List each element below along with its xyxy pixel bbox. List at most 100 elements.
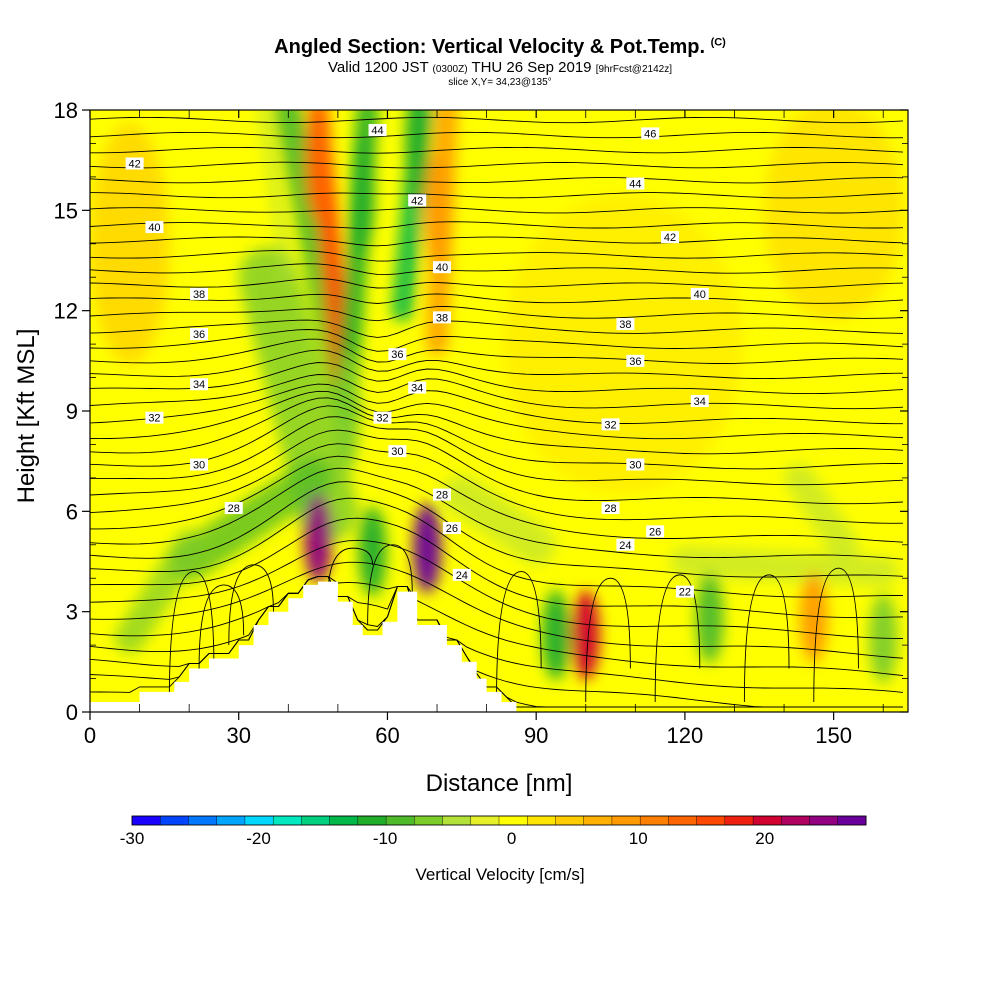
theta-label: 46 bbox=[641, 127, 660, 140]
theta-contour bbox=[168, 571, 215, 702]
y-tick-label: 3 bbox=[66, 600, 78, 625]
theta-contour bbox=[90, 539, 904, 639]
valid-prefix: Valid 1200 JST bbox=[328, 59, 429, 76]
theta-label: 32 bbox=[373, 411, 392, 425]
theta-contour bbox=[585, 577, 631, 702]
theta-label: 36 bbox=[190, 328, 209, 341]
theta-label-text: 30 bbox=[193, 460, 205, 472]
theta-contour bbox=[228, 564, 274, 646]
x-tick-label: 150 bbox=[815, 723, 852, 748]
colorbar-frame bbox=[131, 815, 867, 826]
theta-label-bg bbox=[373, 411, 392, 424]
theta-label-text: 46 bbox=[644, 128, 656, 140]
colorbar: -30 -20 -10 0 10 20 bbox=[120, 815, 867, 848]
theta-label: 42 bbox=[125, 157, 144, 171]
theta-contour bbox=[90, 517, 904, 619]
theta-label-text: 36 bbox=[193, 329, 205, 341]
terrain bbox=[90, 581, 908, 712]
theta-label-text: 42 bbox=[411, 195, 423, 207]
theta-label-text: 28 bbox=[436, 490, 448, 502]
theta-label-text: 44 bbox=[629, 179, 641, 191]
theta-label: 26 bbox=[646, 525, 665, 538]
theta-label: 44 bbox=[368, 124, 387, 137]
theta-label-bg bbox=[190, 458, 209, 471]
theta-label-text: 38 bbox=[436, 312, 448, 324]
theta-contour bbox=[90, 362, 904, 395]
theta-label-bg bbox=[145, 411, 164, 424]
colorbar-swatch bbox=[301, 815, 331, 826]
field-patch bbox=[502, 194, 743, 495]
theta-label: 44 bbox=[626, 177, 645, 191]
theta-contour bbox=[90, 116, 904, 124]
chart-title-text: Angled Section: Vertical Velocity & Pot.… bbox=[274, 36, 705, 58]
theta-contour bbox=[90, 176, 904, 184]
colorbar-swatch bbox=[470, 815, 500, 826]
theta-label: 42 bbox=[661, 231, 680, 244]
velocity-feature bbox=[358, 506, 387, 597]
theta-contour bbox=[90, 374, 904, 410]
field-band bbox=[441, 474, 557, 565]
theta-contour bbox=[90, 576, 904, 677]
theta-contour bbox=[90, 192, 904, 199]
y-tick-label: 9 bbox=[66, 399, 78, 424]
theta-label: 40 bbox=[690, 287, 709, 301]
theta-label-bg bbox=[224, 501, 243, 514]
y-tick-label: 0 bbox=[66, 700, 78, 725]
theta-label: 26 bbox=[442, 522, 461, 535]
theta-label-bg bbox=[616, 538, 635, 551]
theta-label-bg bbox=[661, 231, 680, 244]
theta-label-bg bbox=[641, 127, 660, 140]
theta-contour bbox=[90, 467, 904, 560]
colorbar-swatch bbox=[244, 815, 274, 826]
theta-contour bbox=[90, 236, 904, 247]
colorbar-swatch bbox=[385, 815, 415, 826]
theta-label-bg bbox=[432, 488, 451, 501]
theta-label-text: 32 bbox=[148, 413, 160, 425]
theta-contour bbox=[90, 397, 904, 455]
field-band bbox=[169, 457, 334, 582]
theta-label-text: 32 bbox=[376, 413, 388, 425]
colorbar-swatch bbox=[131, 815, 161, 826]
theta-label-text: 26 bbox=[446, 523, 458, 535]
theta-contour bbox=[90, 576, 904, 693]
colorbar-tick-label: 0 bbox=[507, 829, 516, 848]
theta-label-text: 34 bbox=[694, 396, 706, 408]
theta-label: 30 bbox=[388, 445, 407, 458]
theta-label-text: 34 bbox=[193, 379, 205, 391]
theta-contour bbox=[90, 263, 904, 276]
theta-label-bg bbox=[125, 157, 144, 170]
theta-contour bbox=[90, 390, 904, 440]
theta-contour bbox=[496, 571, 542, 702]
theta-label: 34 bbox=[408, 381, 427, 395]
theta-label-bg bbox=[646, 525, 665, 538]
theta-contour bbox=[90, 481, 904, 578]
theta-contour bbox=[654, 574, 701, 702]
colorbar-swatch bbox=[329, 815, 359, 826]
theta-label-bg bbox=[442, 522, 461, 535]
theta-label-text: 34 bbox=[411, 383, 423, 395]
x-tick-label: 60 bbox=[375, 723, 399, 748]
colorbar-swatch bbox=[160, 815, 189, 826]
title-tag: (C) bbox=[710, 36, 726, 49]
colorbar-tick-label: -10 bbox=[373, 829, 398, 848]
theta-label-bg bbox=[626, 177, 645, 190]
theta-label-text: 40 bbox=[694, 289, 706, 301]
colorbar-swatch bbox=[357, 815, 387, 826]
theta-label: 40 bbox=[145, 221, 164, 234]
theta-label: 40 bbox=[432, 261, 451, 274]
theta-label: 28 bbox=[432, 488, 451, 502]
theta-contour-labels: 42 40 38 36 34 32 30 28 44 42 40 38 36 34 32 30 28 26 24 46… bbox=[125, 124, 709, 599]
colorbar-swatch bbox=[442, 815, 472, 826]
theta-label-text: 24 bbox=[619, 540, 631, 552]
theta-label-text: 28 bbox=[228, 503, 240, 515]
theta-contour bbox=[743, 574, 790, 702]
colorbar-swatch bbox=[498, 815, 528, 826]
theta-label-bg bbox=[368, 124, 387, 137]
y-tick-label: 12 bbox=[54, 299, 78, 324]
theta-label: 36 bbox=[388, 348, 407, 361]
theta-label: 32 bbox=[601, 418, 620, 431]
theta-label-bg bbox=[388, 445, 407, 458]
colorbar-tick-label: -20 bbox=[246, 829, 271, 848]
